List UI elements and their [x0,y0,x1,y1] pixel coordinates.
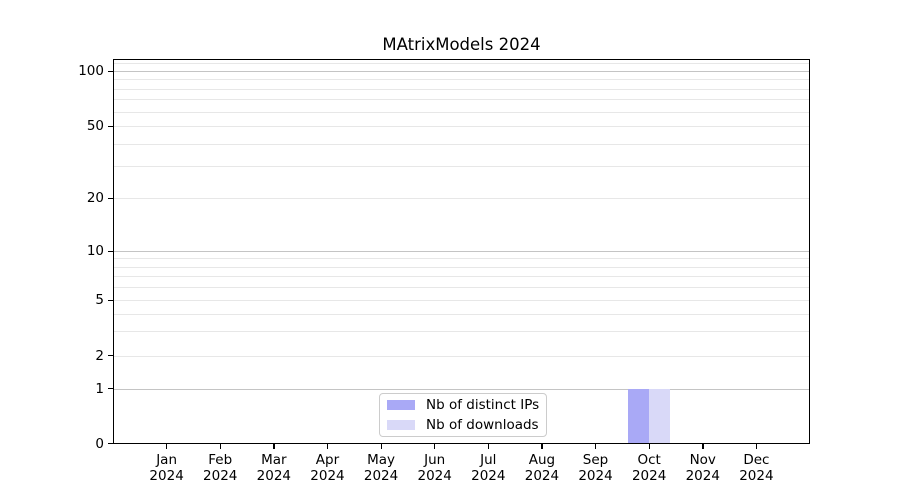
x-tick-label: Jun 2024 [417,452,452,484]
y-tick-mark [108,70,113,72]
y-gridline [114,355,809,357]
legend-swatch-downloads-icon [387,420,415,430]
minor-gridline [114,79,809,81]
y-tick-mark [108,299,113,301]
y-tick-label: 0 [95,435,104,452]
minor-gridline [114,287,809,289]
x-tick-mark [755,444,758,449]
minor-gridline [114,111,809,113]
x-tick-label: Jan 2024 [149,452,184,484]
y-tick-mark [108,443,113,445]
legend-item-downloads: Nb of downloads [387,415,546,435]
x-tick-label: Mar 2024 [256,452,292,484]
minor-gridline [114,276,809,278]
y-gridline [114,126,809,127]
minor-gridline [114,331,809,333]
x-tick-mark [702,444,704,449]
y-tick-label: 20 [86,190,104,206]
x-tick-mark [380,444,382,449]
x-tick-label: Apr 2024 [310,452,345,484]
chart-title: MAtrixModels 2024 [382,35,541,54]
x-tick-label: Feb 2024 [203,452,238,484]
minor-gridline [114,166,809,168]
y-tick-label: 2 [95,347,104,364]
bar-distinct-ips-oct [628,388,650,444]
y-tick-mark [108,250,113,252]
minor-gridline [114,266,809,268]
minor-gridline [114,63,809,65]
x-tick-mark [166,444,168,449]
x-tick-label: Nov 2024 [685,452,720,484]
legend-item-distinct-ips: Nb of distinct IPs [387,395,546,415]
y-gridline [114,251,809,252]
legend-swatch-distinct-ips-icon [387,400,415,410]
x-tick-label: Dec 2024 [739,452,774,484]
x-tick-mark [648,444,650,449]
legend-label-downloads: Nb of downloads [426,417,539,433]
y-gridline [114,198,809,199]
minor-gridline [114,143,809,145]
x-tick-mark [434,444,436,449]
minor-gridline [114,99,809,101]
y-tick-label: 5 [95,292,104,308]
y-gridline [114,300,809,301]
y-tick-label: 10 [86,243,104,259]
y-tick-mark [108,197,113,199]
y-tick-label: 1 [95,380,104,397]
plot-area [113,59,810,444]
x-tick-mark [487,444,490,449]
y-tick-mark [108,388,113,390]
y-gridline [114,71,809,72]
minor-gridline [114,258,809,260]
y-tick-mark [108,355,113,357]
y-tick-mark [108,125,113,127]
x-tick-mark [326,444,329,449]
x-tick-label: Jul 2024 [471,452,506,484]
x-tick-mark [273,444,275,449]
y-tick-label: 50 [86,118,104,134]
y-gridline [114,388,809,390]
x-tick-label: Aug 2024 [524,452,560,484]
minor-gridline [114,313,809,315]
minor-gridline [114,88,809,90]
y-tick-label: 100 [78,63,104,79]
bar-downloads-oct [649,388,671,444]
legend-label-distinct-ips: Nb of distinct IPs [426,397,540,413]
x-tick-mark [595,444,597,449]
x-tick-mark [541,444,543,449]
legend: Nb of distinct IPs Nb of downloads [379,393,547,437]
x-tick-mark [219,444,222,449]
x-tick-label: May 2024 [363,452,399,484]
x-tick-label: Oct 2024 [631,452,667,484]
x-tick-label: Sep 2024 [578,452,613,484]
